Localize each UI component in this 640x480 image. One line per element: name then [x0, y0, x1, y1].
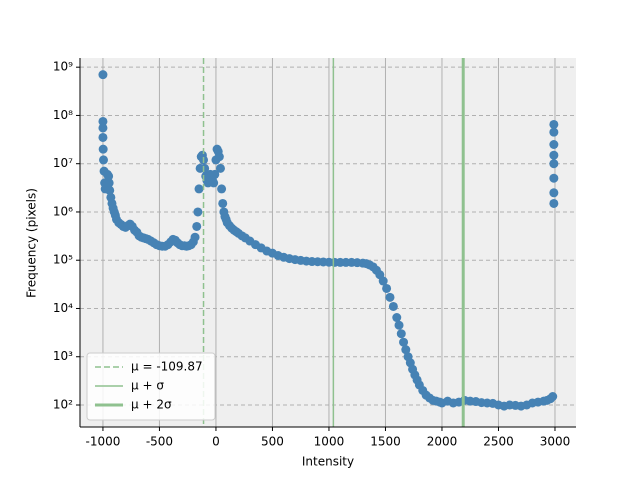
point — [98, 116, 108, 126]
legend-label: μ + σ — [131, 379, 164, 393]
y-axis-label: Frequency (pixels) — [25, 188, 39, 298]
legend-label: μ + 2σ — [131, 398, 172, 412]
y-tick-label: 10² — [53, 397, 73, 411]
point — [549, 150, 559, 160]
marks — [98, 58, 559, 427]
point — [385, 292, 395, 302]
x-axis-label: Intensity — [302, 455, 354, 469]
point — [99, 155, 109, 165]
x-tick-label: 2000 — [427, 435, 458, 449]
point — [392, 313, 402, 323]
point — [209, 178, 219, 188]
x-tick-label: 2500 — [483, 435, 514, 449]
y-tick-label: 10⁵ — [53, 253, 73, 267]
point — [104, 178, 114, 188]
point — [378, 276, 388, 286]
x-tick-label: 500 — [261, 435, 284, 449]
point — [192, 221, 202, 231]
y-tick-label: 10⁶ — [53, 204, 73, 218]
point — [549, 127, 559, 137]
point — [382, 283, 392, 293]
point — [98, 144, 108, 154]
point — [399, 337, 409, 347]
point — [394, 320, 404, 330]
y-tick-label: 10⁴ — [53, 301, 73, 315]
point — [548, 391, 558, 401]
point — [98, 132, 108, 142]
point — [105, 185, 115, 195]
point — [193, 207, 203, 217]
x-tick-label: -1000 — [86, 435, 121, 449]
x-tick-label: 1000 — [314, 435, 345, 449]
legend-label: μ = -109.87 — [131, 360, 203, 374]
point — [210, 169, 220, 179]
x-tick-label: -500 — [146, 435, 173, 449]
y-tick-label: 10⁷ — [53, 156, 73, 170]
point — [549, 173, 559, 183]
y-tick-label: 10⁸ — [53, 108, 73, 122]
point — [104, 171, 114, 181]
y-tick-label: 10⁹ — [53, 60, 73, 74]
point — [549, 159, 559, 169]
point — [215, 163, 225, 173]
point — [214, 152, 224, 162]
x-tick-label: 3000 — [540, 435, 571, 449]
point — [388, 301, 398, 311]
point — [98, 70, 108, 80]
legend-box — [86, 352, 216, 421]
point — [549, 139, 559, 149]
point — [98, 123, 108, 133]
point — [401, 345, 411, 355]
point — [194, 184, 204, 194]
x-tick-label: 1500 — [370, 435, 401, 449]
legend: μ = -109.87 μ + σ μ + 2σ — [86, 352, 216, 421]
point — [218, 198, 228, 208]
point — [200, 163, 210, 173]
point — [217, 184, 227, 194]
point — [396, 329, 406, 339]
point — [190, 232, 200, 242]
point — [549, 198, 559, 208]
point — [549, 188, 559, 198]
x-tick-label: 0 — [212, 435, 220, 449]
y-tick-label: 10³ — [53, 349, 73, 363]
point — [549, 119, 559, 129]
